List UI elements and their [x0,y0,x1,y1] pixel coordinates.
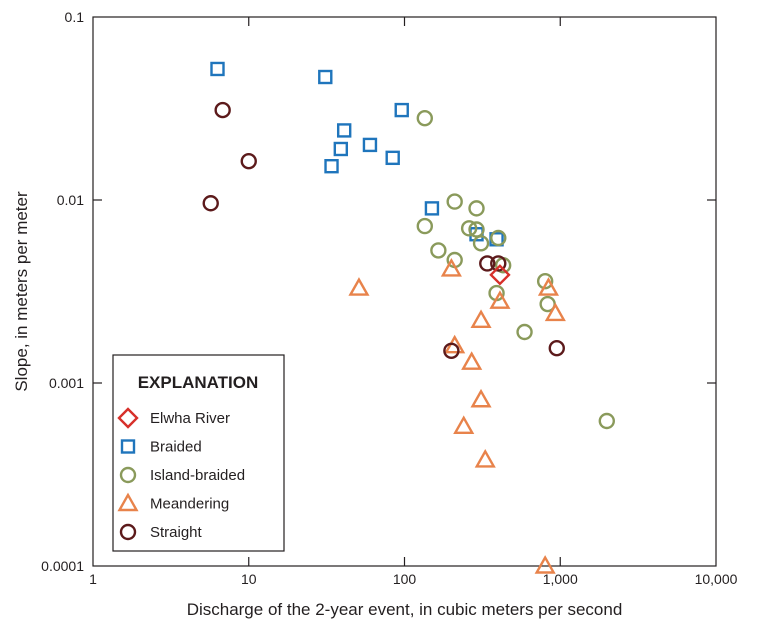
series-meandering [348,258,566,574]
series-braided [210,61,504,247]
legend-title: EXPLANATION [138,373,259,392]
point-straight [443,342,460,359]
point-meandering [453,415,475,434]
point-meandering [440,258,462,277]
x-tick-label: 100 [393,571,417,587]
point-straight [479,255,496,272]
series-elwha-river [489,264,511,286]
point-island-braided [416,217,433,235]
point-braided [385,150,400,166]
y-tick-label: 0.01 [57,192,84,208]
y-axis-label: Slope, in meters per meter [12,191,31,392]
legend-marker-straight [119,523,137,541]
x-axis-label: Discharge of the 2-year event, in cubic … [187,600,623,619]
legend-label: Straight [150,524,203,541]
point-braided [324,159,339,174]
point-braided [424,201,440,216]
data-points [202,61,615,574]
legend-item-island-braided: Island-braided [119,466,245,484]
y-tick-label: 0.001 [49,375,84,391]
point-meandering [474,448,496,468]
legend-item-braided: Braided [120,439,202,456]
point-meandering [461,351,483,370]
point-island-braided [416,109,433,127]
point-elwha-river [489,264,511,286]
legend-label: Braided [150,439,202,456]
point-meandering [348,277,370,296]
y-tick-label: 0.0001 [41,558,84,574]
legend-items: Elwha River Braided Island-braided Meanderi… [117,407,245,541]
point-island-braided [516,323,533,341]
series-island-braided [416,109,615,430]
point-braided [318,69,333,85]
point-island-braided [460,220,478,237]
point-meandering [537,277,560,296]
point-braided [333,141,349,157]
legend-marker-braided [120,439,136,454]
point-straight [240,152,257,170]
point-island-braided [598,412,615,430]
point-island-braided [536,272,554,290]
legend: EXPLANATION Elwha River Braided Island-bra… [112,354,285,552]
point-meandering [489,290,511,309]
y-tick-label: 0.1 [65,9,85,25]
point-straight [202,195,219,212]
point-braided [210,61,225,77]
x-tick-label: 1 [89,571,97,587]
point-island-braided [490,229,507,247]
legend-marker-island-braided [119,466,137,484]
legend-item-elwha-river: Elwha River [117,407,230,429]
legend-marker-elwha-river [117,407,139,429]
point-meandering [470,388,492,408]
legend-marker-meandering [117,492,139,512]
legend-label: Meandering [150,496,229,513]
point-straight [548,339,565,357]
legend-box [112,354,285,552]
legend-label: Island-braided [150,467,245,484]
point-meandering [534,555,556,574]
legend-item-meandering: Meandering [117,492,229,513]
point-island-braided [468,200,485,217]
axis-tick-labels: 1 10 100 1,000 10,000 0.0001 0.001 0.01 0.1 [41,9,737,587]
point-braided [362,137,378,153]
point-straight [214,101,231,119]
legend-item-straight: Straight [119,523,203,541]
point-island-braided [446,193,463,210]
point-braided [336,123,352,138]
axis-ticks [93,17,716,566]
point-braided [394,102,409,118]
legend-label: Elwha River [150,410,230,427]
x-tick-label: 10 [241,571,257,587]
point-island-braided [430,242,447,259]
x-tick-label: 10,000 [695,571,738,587]
point-meandering [470,309,492,329]
point-island-braided [472,235,490,252]
series-straight [202,101,565,359]
point-straight [490,255,507,272]
point-meandering [544,302,566,322]
x-tick-label: 1,000 [543,571,578,587]
